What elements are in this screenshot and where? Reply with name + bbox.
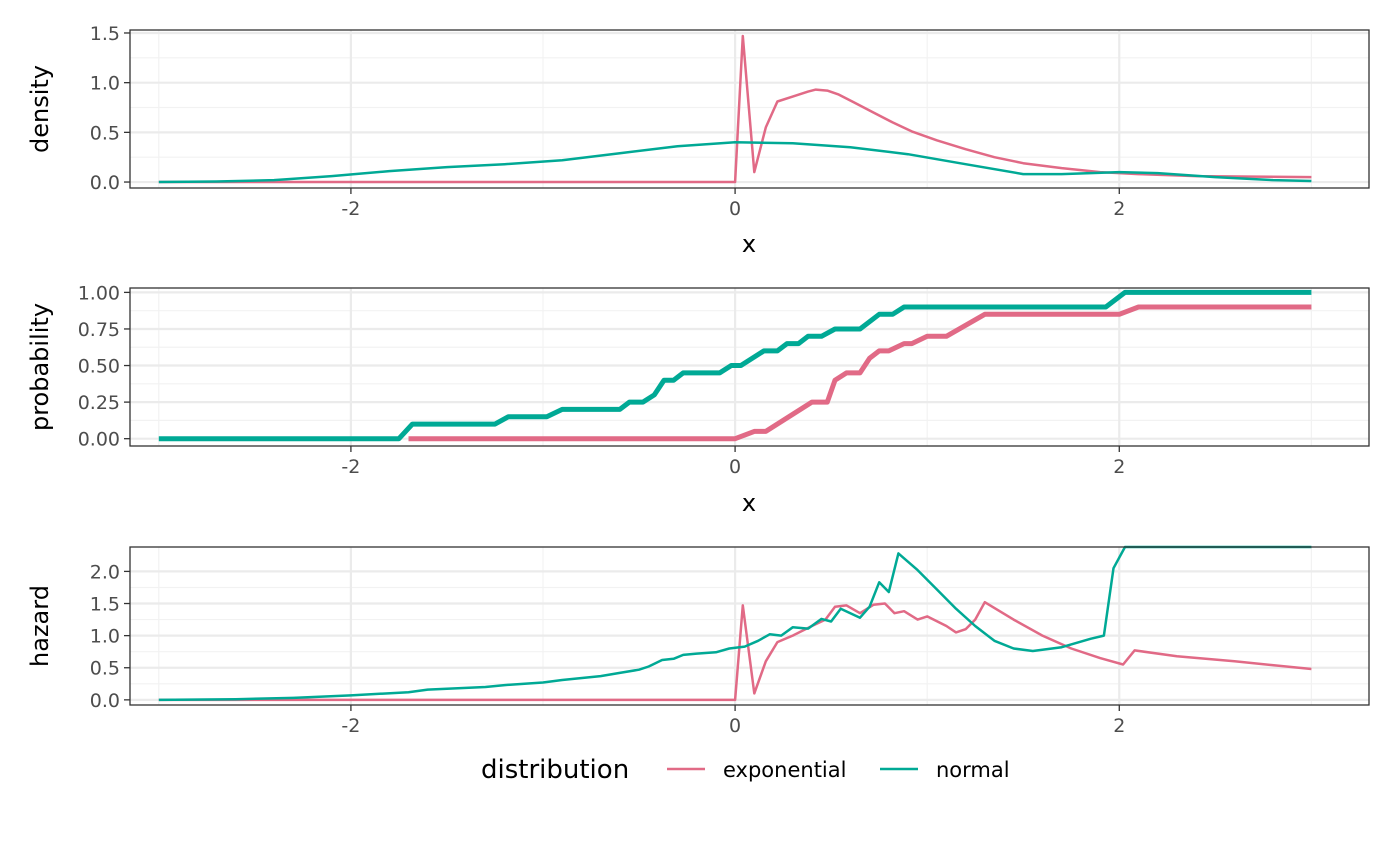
probability-x-ticks: -2 0 2 — [341, 446, 1125, 478]
hazard-y-axis-title: hazard — [26, 585, 54, 667]
hazard-panel: 0.0 0.5 1.0 1.5 2.0 -2 0 2 hazard — [26, 545, 1370, 737]
y-tick-label: 1.5 — [90, 594, 120, 616]
probability-y-ticks: 0.00 0.25 0.50 0.75 1.00 — [78, 282, 130, 451]
density-series — [158, 34, 1312, 184]
probability-panel: 0.00 0.25 0.50 0.75 1.00 -2 0 2 x probability — [26, 282, 1370, 517]
hazard-panel-border — [129, 546, 1370, 706]
series-line-normal — [158, 289, 1312, 442]
series-line-exponential — [408, 304, 1312, 442]
density-x-ticks: -2 0 2 — [341, 188, 1125, 220]
density-x-axis-title: x — [742, 230, 756, 258]
probability-y-axis-title: probability — [26, 303, 54, 431]
series-line-exponential — [158, 600, 1312, 702]
x-tick-label: 2 — [1113, 715, 1125, 737]
y-tick-label: 1.0 — [90, 626, 120, 648]
hazard-y-ticks: 0.0 0.5 1.0 1.5 2.0 — [90, 561, 130, 712]
x-tick-label: 0 — [729, 456, 741, 478]
y-tick-label: 0.5 — [90, 122, 120, 144]
probability-panel-background — [130, 288, 1369, 446]
series-line-exponential — [158, 34, 1312, 184]
x-tick-label: -2 — [341, 198, 360, 220]
x-tick-label: 0 — [729, 198, 741, 220]
probability-x-axis-title: x — [742, 489, 756, 517]
hazard-x-ticks: -2 0 2 — [341, 705, 1125, 737]
y-tick-label: 0.5 — [90, 658, 120, 680]
y-tick-label: 2.0 — [90, 561, 120, 583]
legend: distribution exponential normal — [481, 755, 1010, 785]
probability-panel-border — [129, 287, 1370, 447]
x-tick-label: -2 — [341, 456, 360, 478]
density-y-ticks: 0.0 0.5 1.0 1.5 — [90, 23, 130, 194]
probability-gridlines — [130, 288, 1369, 446]
legend-title: distribution — [481, 755, 629, 785]
x-tick-label: 2 — [1113, 198, 1125, 220]
y-tick-label: 1.00 — [78, 282, 120, 304]
y-tick-label: 1.5 — [90, 23, 120, 45]
y-tick-label: 0.0 — [90, 690, 120, 712]
y-tick-label: 0.25 — [78, 392, 120, 414]
density-y-axis-title: density — [26, 65, 54, 153]
y-tick-label: 0.75 — [78, 319, 120, 341]
legend-label-normal: normal — [936, 758, 1010, 782]
series-line-normal — [158, 545, 1312, 702]
legend-label-exponential: exponential — [723, 758, 846, 782]
hazard-series — [158, 545, 1312, 702]
density-panel: 0.0 0.5 1.0 1.5 -2 0 2 x density — [26, 23, 1370, 258]
y-tick-label: 0.50 — [78, 356, 120, 378]
y-tick-label: 0.00 — [78, 429, 120, 451]
x-tick-label: -2 — [341, 715, 360, 737]
x-tick-label: 0 — [729, 715, 741, 737]
y-tick-label: 0.0 — [90, 172, 120, 194]
y-tick-label: 1.0 — [90, 73, 120, 95]
x-tick-label: 2 — [1113, 456, 1125, 478]
density-panel-border — [129, 29, 1370, 189]
hazard-panel-background — [130, 547, 1369, 705]
probability-series — [158, 289, 1312, 442]
series-line-normal — [158, 141, 1312, 184]
